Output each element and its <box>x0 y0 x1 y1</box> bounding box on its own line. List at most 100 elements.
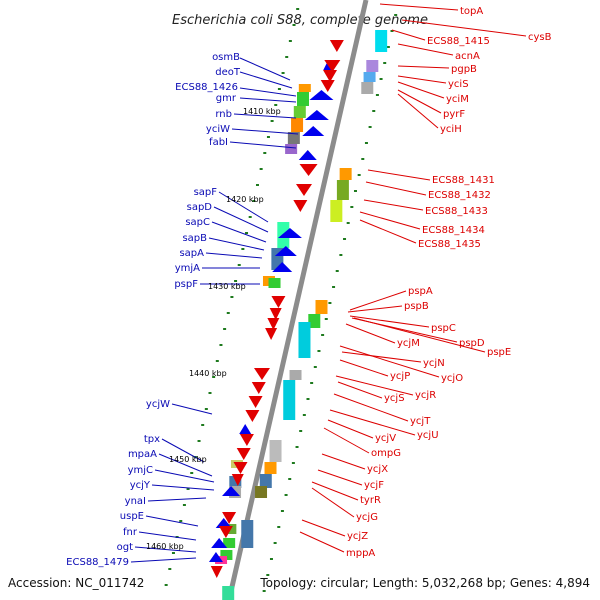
gene-label-pspD[interactable]: pspD <box>459 338 485 349</box>
tick-mark <box>291 462 295 464</box>
gene-label-sapA[interactable]: sapA <box>179 248 204 259</box>
tick-marks <box>164 8 398 592</box>
leader-line-minus <box>233 113 297 119</box>
tick-mark <box>226 312 230 314</box>
feature-block <box>293 106 306 118</box>
plus-gene-arrow <box>323 70 338 82</box>
gene-label-ymjA[interactable]: ymjA <box>175 263 200 274</box>
gene-label-ycjN[interactable]: ycjN <box>423 358 445 369</box>
gene-label-sapC[interactable]: sapC <box>185 217 210 228</box>
gene-label-sapF[interactable]: sapF <box>194 187 218 198</box>
tick-mark <box>208 392 212 394</box>
gene-label-rnb[interactable]: rnb <box>215 109 232 120</box>
gene-label-pgpB[interactable]: pgpB <box>451 64 477 75</box>
tick-mark <box>379 78 383 80</box>
gene-label-pspB[interactable]: pspB <box>404 301 429 312</box>
leader-line-plus <box>347 305 403 313</box>
kbp-label-1440: 1440 kbp <box>189 369 227 378</box>
leader-line-minus <box>171 403 213 415</box>
gene-label-pyrF[interactable]: pyrF <box>443 109 465 120</box>
gene-label-deoT[interactable]: deoT <box>215 67 241 78</box>
gene-label-ycjZ[interactable]: ycjZ <box>347 531 368 542</box>
tick-mark <box>285 56 289 58</box>
gene-label-ycjS[interactable]: ycjS <box>384 393 405 404</box>
gene-label-ECS88_1415[interactable]: ECS88_1415 <box>427 36 490 47</box>
gene-label-mpaA[interactable]: mpaA <box>128 449 157 460</box>
gene-label-pspC[interactable]: pspC <box>431 323 456 334</box>
leader-line-plus <box>391 29 426 41</box>
gene-label-ycjV[interactable]: ycjV <box>375 433 396 444</box>
tick-mark <box>277 88 281 90</box>
gene-label-topA[interactable]: topA <box>460 6 483 17</box>
minus-gene-arrow <box>211 538 228 548</box>
leader-line-plus <box>367 169 431 181</box>
leader-line-plus <box>397 81 445 99</box>
gene-label-pspE[interactable]: pspE <box>487 347 511 358</box>
gene-label-ycjO[interactable]: ycjO <box>441 373 463 384</box>
plus-gene-arrow <box>299 164 318 176</box>
gene-label-yciH[interactable]: yciH <box>440 124 462 135</box>
gene-label-fabI[interactable]: fabI <box>209 137 228 148</box>
tick-mark <box>383 62 387 64</box>
plus-gene-arrow <box>218 526 233 538</box>
gene-label-pspF[interactable]: pspF <box>174 279 198 290</box>
tick-mark <box>171 552 175 554</box>
tick-mark <box>350 206 354 208</box>
gene-label-tpx[interactable]: tpx <box>144 434 160 445</box>
feature-block <box>375 30 388 52</box>
leader-line-plus <box>397 43 454 56</box>
gene-label-ECS88_1431[interactable]: ECS88_1431 <box>432 175 495 186</box>
gene-label-yciM[interactable]: yciM <box>446 94 469 105</box>
gene-label-ynaI[interactable]: ynaI <box>125 496 146 507</box>
gene-label-ycjT[interactable]: ycjT <box>410 416 431 427</box>
gene-label-mppA[interactable]: mppA <box>346 548 375 559</box>
tick-mark <box>266 136 270 138</box>
gene-label-sapD[interactable]: sapD <box>187 202 213 213</box>
tick-mark <box>394 14 398 16</box>
tick-mark <box>339 254 343 256</box>
gene-label-ycjX[interactable]: ycjX <box>367 464 388 475</box>
gene-label-cysB[interactable]: cysB <box>528 32 552 43</box>
gene-label-pspA[interactable]: pspA <box>408 286 433 297</box>
gene-label-gmr[interactable]: gmr <box>216 93 237 104</box>
gene-label-ycjP[interactable]: ycjP <box>390 371 410 382</box>
gene-label-uspE[interactable]: uspE <box>120 511 144 522</box>
gene-label-ECS88_1434[interactable]: ECS88_1434 <box>422 225 485 236</box>
minus-gene-arrow <box>298 150 317 160</box>
gene-label-tyrR[interactable]: tyrR <box>360 495 381 506</box>
label-leaders <box>130 3 527 563</box>
tick-mark <box>274 104 278 106</box>
gene-label-ycjW[interactable]: ycjW <box>146 399 170 410</box>
gene-label-ycjM[interactable]: ycjM <box>397 338 420 349</box>
gene-label-ECS88_1435[interactable]: ECS88_1435 <box>418 239 481 250</box>
gene-label-ycjG[interactable]: ycjG <box>356 512 378 523</box>
leader-line-plus <box>359 219 417 244</box>
leader-line-plus <box>341 351 422 363</box>
gene-label-ymjC[interactable]: ymjC <box>128 465 153 476</box>
gene-label-ECS88_1426[interactable]: ECS88_1426 <box>175 82 238 93</box>
gene-label-fnr[interactable]: fnr <box>123 527 138 538</box>
gene-label-ECS88_1433[interactable]: ECS88_1433 <box>425 206 488 217</box>
gene-label-yciS[interactable]: yciS <box>448 79 469 90</box>
minus-gene-arrow <box>272 262 293 272</box>
gene-label-ycjF[interactable]: ycjF <box>364 480 384 491</box>
tick-mark <box>357 174 361 176</box>
tick-mark <box>262 590 266 592</box>
map-title: Escherichia coli S88, complete genome <box>172 13 428 28</box>
tick-mark <box>230 296 234 298</box>
gene-label-yciW[interactable]: yciW <box>206 124 230 135</box>
tick-mark <box>390 30 394 32</box>
gene-label-ECS88_1479[interactable]: ECS88_1479 <box>66 557 129 568</box>
gene-label-acnA[interactable]: acnA <box>455 51 480 62</box>
gene-label-ECS88_1432[interactable]: ECS88_1432 <box>428 190 491 201</box>
gene-label-osmB[interactable]: osmB <box>212 52 240 63</box>
gene-label-ycjY[interactable]: ycjY <box>130 480 151 491</box>
gene-label-ycjR[interactable]: ycjR <box>415 390 436 401</box>
gene-label-ogt[interactable]: ogt <box>117 542 133 553</box>
tick-mark <box>335 270 339 272</box>
gene-label-sapB[interactable]: sapB <box>182 233 207 244</box>
tick-mark <box>361 158 365 160</box>
gene-label-ycjU[interactable]: ycjU <box>417 430 439 441</box>
plus-gene-arrow <box>239 434 254 446</box>
gene-label-ompG[interactable]: ompG <box>371 448 401 459</box>
